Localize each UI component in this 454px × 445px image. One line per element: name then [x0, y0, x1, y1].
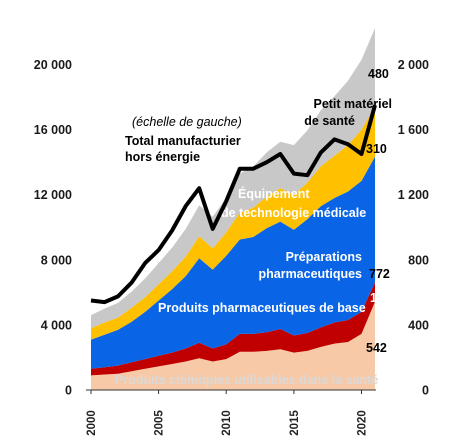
label-preparations-1: Préparations	[286, 250, 362, 264]
right-tick-label: 800	[408, 253, 429, 267]
stacked-areas	[91, 28, 375, 390]
x-tick-label: 2020	[357, 410, 369, 436]
end-value-base: 120	[370, 291, 391, 305]
end-value-equipement: 310	[366, 142, 387, 156]
right-tick-label: 1 200	[398, 188, 429, 202]
label-preparations-2: pharmaceutiques	[258, 267, 362, 281]
left-tick-label: 8 000	[41, 253, 72, 267]
left-tick-label: 0	[65, 384, 72, 398]
x-tick-label: 2015	[289, 410, 301, 436]
label-produits-base: Produits pharmaceutiques de base	[158, 301, 366, 315]
label-equipement-2: de technologie médicale	[221, 206, 366, 220]
right-tick-label: 1 600	[398, 123, 429, 137]
label-produits-chimiques: Produits chimiques utilisables dans la s…	[115, 373, 378, 387]
x-tick-label: 2000	[86, 410, 98, 436]
area-series-4	[91, 106, 375, 340]
area-series-2	[91, 282, 375, 376]
left-tick-label: 16 000	[34, 123, 72, 137]
line-label-2: hors énergie	[125, 150, 200, 164]
x-tick-label: 2010	[221, 410, 233, 436]
right-tick-label: 2 000	[398, 58, 429, 72]
end-value-chimiques: 542	[366, 341, 387, 355]
left-tick-label: 12 000	[34, 188, 72, 202]
left-tick-label: 4 000	[41, 318, 72, 332]
right-axis: 0 400 800 1 200 1 600 2 000	[398, 58, 429, 398]
right-tick-label: 0	[422, 384, 429, 398]
area-series-3	[91, 156, 375, 369]
label-equipement-1: Équipement	[238, 186, 310, 201]
label-petit-materiel-1: Petit matériel	[313, 97, 392, 111]
left-axis: 0 4 000 8 000 12 000 16 000 20 000	[34, 58, 72, 398]
total-manufacturier-line	[90, 104, 377, 305]
right-tick-label: 400	[408, 318, 429, 332]
area-series-1	[91, 301, 375, 390]
x-tick-label: 2005	[154, 410, 166, 436]
left-tick-label: 20 000	[34, 58, 72, 72]
end-value-petit: 480	[368, 67, 389, 81]
end-value-preparations: 772	[369, 267, 390, 281]
x-axis: 2000 2005 2010 2015 2020	[86, 390, 369, 436]
line-note: (échelle de gauche)	[132, 115, 242, 129]
line-label-1: Total manufacturier	[125, 134, 241, 148]
label-petit-materiel-2: de santé	[304, 114, 355, 128]
